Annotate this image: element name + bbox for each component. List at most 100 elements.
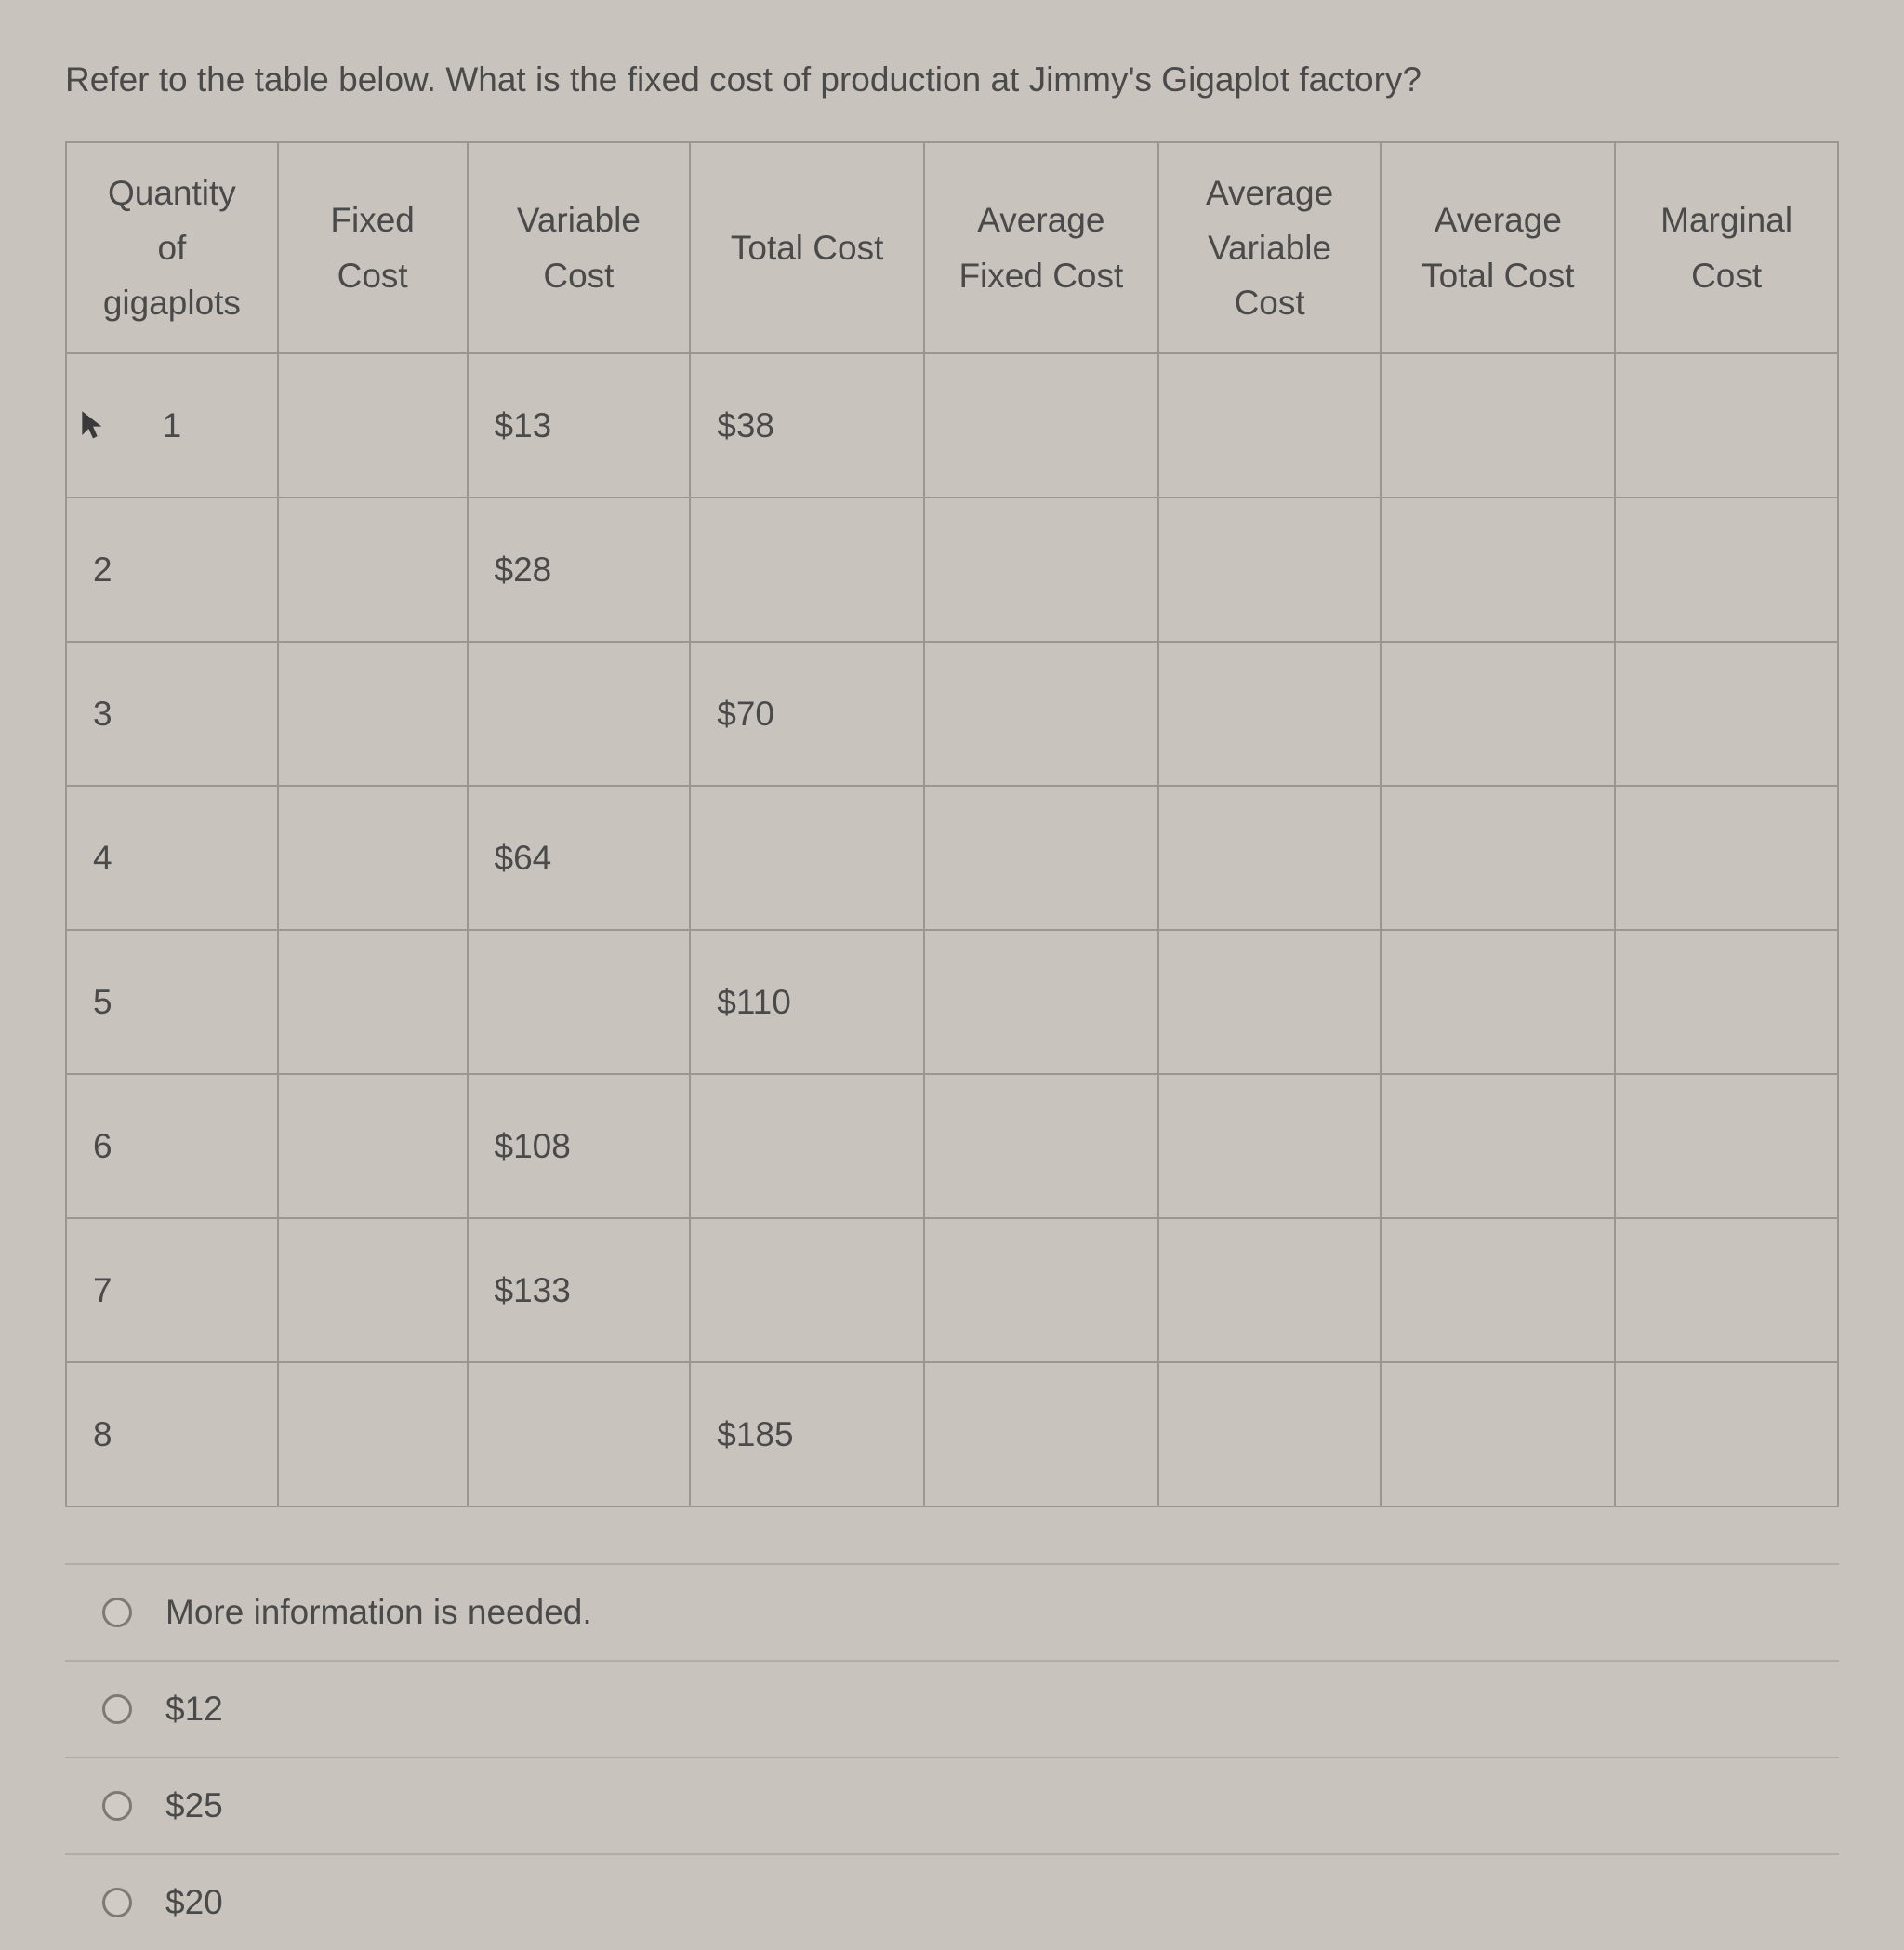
cell-marginal-cost xyxy=(1615,786,1838,930)
cell-fixed-cost xyxy=(278,497,468,642)
cell-fixed-cost xyxy=(278,1074,468,1218)
cell-variable-cost: $108 xyxy=(468,1074,691,1218)
cell-avg-fixed-cost xyxy=(924,497,1158,642)
cell-total-cost xyxy=(690,497,924,642)
cell-fixed-cost xyxy=(278,353,468,497)
header-label: Cost xyxy=(543,257,614,295)
cell-marginal-cost xyxy=(1615,1362,1838,1506)
cell-avg-total-cost xyxy=(1381,642,1615,786)
cell-quantity: 5 xyxy=(66,930,278,1074)
header-avg-variable-cost: Average Variable Cost xyxy=(1158,142,1382,354)
cell-total-cost xyxy=(690,1218,924,1362)
header-label: Average xyxy=(1435,201,1562,239)
cell-marginal-cost xyxy=(1615,497,1838,642)
table-row: 3 $70 xyxy=(66,642,1838,786)
cell-avg-total-cost xyxy=(1381,497,1615,642)
header-label: Quantity xyxy=(108,174,236,212)
cell-quantity: 8 xyxy=(66,1362,278,1506)
question-container: Refer to the table below. What is the fi… xyxy=(65,56,1839,1950)
cell-quantity: 7 xyxy=(66,1218,278,1362)
cell-marginal-cost xyxy=(1615,930,1838,1074)
cell-marginal-cost xyxy=(1615,1074,1838,1218)
cell-quantity: 3 xyxy=(66,642,278,786)
header-avg-total-cost: Average Total Cost xyxy=(1381,142,1615,354)
cell-total-cost: $38 xyxy=(690,353,924,497)
header-label: gigaplots xyxy=(103,284,241,322)
cell-avg-variable-cost xyxy=(1158,786,1382,930)
header-label: Variable xyxy=(1208,229,1331,267)
option-label: $12 xyxy=(165,1690,223,1729)
header-label: Total Cost xyxy=(1421,257,1575,295)
header-total-cost: Total Cost xyxy=(690,142,924,354)
header-label: Total Cost xyxy=(731,229,884,267)
cell-variable-cost: $133 xyxy=(468,1218,691,1362)
cell-avg-total-cost xyxy=(1381,353,1615,497)
option-20[interactable]: $20 xyxy=(65,1853,1839,1950)
cell-quantity: 2 xyxy=(66,497,278,642)
option-25[interactable]: $25 xyxy=(65,1757,1839,1853)
header-label: Fixed xyxy=(330,201,414,239)
header-marginal-cost: Marginal Cost xyxy=(1615,142,1838,354)
radio-icon xyxy=(102,1598,132,1627)
header-label: Average xyxy=(977,201,1104,239)
cell-marginal-cost xyxy=(1615,353,1838,497)
table-row: 4 $64 xyxy=(66,786,1838,930)
table-row: 5 $110 xyxy=(66,930,1838,1074)
cell-variable-cost: $28 xyxy=(468,497,691,642)
cell-avg-variable-cost xyxy=(1158,642,1382,786)
cell-fixed-cost xyxy=(278,1362,468,1506)
header-fixed-cost: Fixed Cost xyxy=(278,142,468,354)
cost-table: Quantity of gigaplots Fixed Cost Variabl… xyxy=(65,141,1839,1508)
cell-avg-fixed-cost xyxy=(924,930,1158,1074)
cell-avg-total-cost xyxy=(1381,786,1615,930)
cell-total-cost xyxy=(690,786,924,930)
cell-variable-cost xyxy=(468,930,691,1074)
cell-avg-variable-cost xyxy=(1158,1362,1382,1506)
cell-fixed-cost xyxy=(278,1218,468,1362)
table-row: 2 $28 xyxy=(66,497,1838,642)
cell-quantity: 4 xyxy=(66,786,278,930)
header-label: Cost xyxy=(337,257,408,295)
cell-total-cost: $70 xyxy=(690,642,924,786)
cell-marginal-cost xyxy=(1615,642,1838,786)
cell-avg-variable-cost xyxy=(1158,497,1382,642)
cell-variable-cost xyxy=(468,642,691,786)
cell-total-cost: $185 xyxy=(690,1362,924,1506)
cell-avg-total-cost xyxy=(1381,930,1615,1074)
cell-avg-total-cost xyxy=(1381,1362,1615,1506)
table-row: 8 $185 xyxy=(66,1362,1838,1506)
cell-variable-cost xyxy=(468,1362,691,1506)
option-label: $25 xyxy=(165,1786,223,1825)
cell-avg-variable-cost xyxy=(1158,1218,1382,1362)
header-label: Marginal xyxy=(1660,201,1792,239)
header-variable-cost: Variable Cost xyxy=(468,142,691,354)
cell-avg-fixed-cost xyxy=(924,786,1158,930)
cell-variable-cost: $64 xyxy=(468,786,691,930)
cell-fixed-cost xyxy=(278,930,468,1074)
cell-marginal-cost xyxy=(1615,1218,1838,1362)
header-avg-fixed-cost: Average Fixed Cost xyxy=(924,142,1158,354)
cell-value: 1 xyxy=(163,406,182,444)
radio-icon xyxy=(102,1888,132,1917)
table-row: 1 $13 $38 xyxy=(66,353,1838,497)
table-header-row: Quantity of gigaplots Fixed Cost Variabl… xyxy=(66,142,1838,354)
header-label: Cost xyxy=(1235,284,1305,322)
cell-avg-variable-cost xyxy=(1158,930,1382,1074)
cursor-icon xyxy=(80,408,106,440)
cell-total-cost xyxy=(690,1074,924,1218)
cell-avg-fixed-cost xyxy=(924,1362,1158,1506)
option-12[interactable]: $12 xyxy=(65,1660,1839,1757)
cell-avg-fixed-cost xyxy=(924,353,1158,497)
cell-avg-fixed-cost xyxy=(924,1218,1158,1362)
cell-total-cost: $110 xyxy=(690,930,924,1074)
cell-avg-variable-cost xyxy=(1158,1074,1382,1218)
cell-quantity: 1 xyxy=(66,353,278,497)
cell-avg-total-cost xyxy=(1381,1074,1615,1218)
answer-options: More information is needed. $12 $25 $20 xyxy=(65,1563,1839,1950)
table-row: 6 $108 xyxy=(66,1074,1838,1218)
cell-fixed-cost xyxy=(278,786,468,930)
option-more-info[interactable]: More information is needed. xyxy=(65,1563,1839,1660)
header-label: of xyxy=(157,229,186,267)
header-label: Variable xyxy=(517,201,641,239)
header-quantity: Quantity of gigaplots xyxy=(66,142,278,354)
